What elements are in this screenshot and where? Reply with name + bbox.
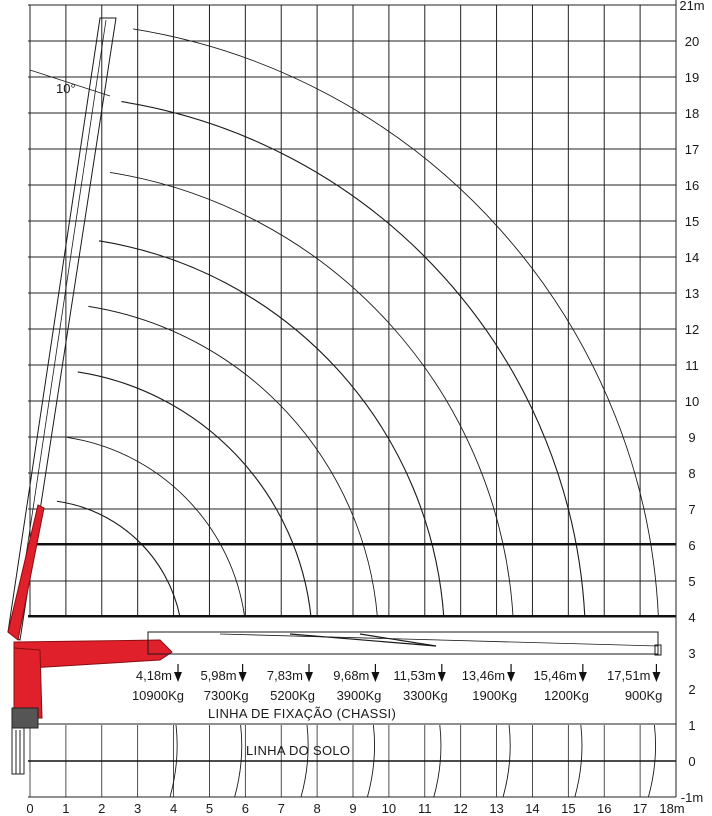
arrow-down-icon bbox=[578, 672, 587, 682]
ground-line-label: LINHA DO SOLO bbox=[246, 743, 350, 758]
angle-label: 10° bbox=[56, 81, 76, 96]
reach-arc bbox=[109, 172, 514, 618]
reach-arc bbox=[98, 240, 445, 618]
y-tick-label: -1m bbox=[681, 790, 703, 805]
boom-horizontal bbox=[13, 631, 662, 669]
reach-distance: 15,46m bbox=[533, 668, 576, 683]
y-tick-label: 18 bbox=[685, 106, 699, 121]
x-tick-label: 12 bbox=[453, 801, 467, 816]
reach-arcs bbox=[56, 28, 659, 798]
y-tick-label: 0 bbox=[688, 754, 695, 769]
reach-markers: 4,18m 10900Kg 5,98m 7300Kg 7,83m 5200Kg 9,68m 3… bbox=[132, 664, 662, 703]
y-tick-label: 1 bbox=[688, 718, 695, 733]
y-tick-label: 21m bbox=[679, 0, 704, 13]
reach-load: 10900Kg bbox=[132, 688, 184, 703]
fixation-line-label: LINHA DE FIXAÇÃO (CHASSI) bbox=[208, 706, 396, 721]
x-tick-label: 7 bbox=[278, 801, 285, 816]
reach-load: 900Kg bbox=[625, 688, 663, 703]
reach-load: 3900Kg bbox=[337, 688, 382, 703]
reach-load: 1900Kg bbox=[472, 688, 517, 703]
x-tick-label: 8 bbox=[313, 801, 320, 816]
reach-distance: 7,83m bbox=[267, 668, 303, 683]
reach-load: 1200Kg bbox=[544, 688, 589, 703]
reach-arc bbox=[133, 28, 659, 618]
reach-marker: 13,46m 1900Kg bbox=[462, 664, 517, 703]
y-tick-label: 8 bbox=[688, 466, 695, 481]
reach-marker: 11,53m 3300Kg bbox=[393, 664, 448, 703]
reach-arc bbox=[56, 500, 181, 618]
y-tick-label: 4 bbox=[688, 610, 695, 625]
reach-marker: 4,18m 10900Kg bbox=[132, 664, 184, 703]
y-tick-label: 12 bbox=[685, 322, 699, 337]
x-tick-label: 6 bbox=[242, 801, 249, 816]
y-tick-label: 7 bbox=[688, 502, 695, 517]
y-tick-label: 2 bbox=[688, 682, 695, 697]
reach-marker: 7,83m 5200Kg bbox=[267, 664, 315, 703]
crane-base bbox=[11, 647, 43, 775]
reach-load: 7300Kg bbox=[204, 688, 249, 703]
x-tick-label: 11 bbox=[418, 801, 432, 816]
y-tick-label: 16 bbox=[685, 178, 699, 193]
reach-arc bbox=[67, 437, 246, 618]
reach-distance: 9,68m bbox=[333, 668, 369, 683]
x-tick-label: 5 bbox=[206, 801, 213, 816]
y-tick-label: 20 bbox=[685, 34, 699, 49]
reach-distance: 11,53m bbox=[393, 668, 435, 683]
reach-arc bbox=[77, 371, 312, 618]
arrow-down-icon bbox=[305, 672, 314, 682]
lower-panel bbox=[28, 0, 677, 798]
y-tick-label: 13 bbox=[685, 286, 699, 301]
y-tick-label: 3 bbox=[688, 646, 695, 661]
y-tick-label: 14 bbox=[685, 250, 699, 265]
reach-marker: 5,98m 7300Kg bbox=[200, 664, 249, 703]
arrow-down-icon bbox=[507, 672, 516, 682]
reach-load: 5200Kg bbox=[270, 688, 315, 703]
x-tick-label: 18m bbox=[659, 801, 684, 816]
y-tick-label: 5 bbox=[688, 574, 695, 589]
reach-load: 3300Kg bbox=[403, 688, 448, 703]
reach-distance: 13,46m bbox=[462, 668, 505, 683]
y-tick-label: 19 bbox=[685, 70, 699, 85]
arrow-down-icon bbox=[174, 672, 183, 682]
x-tick-label: 14 bbox=[525, 801, 539, 816]
reference-lines bbox=[28, 543, 676, 762]
x-tick-label: 3 bbox=[134, 801, 141, 816]
reach-distance: 4,18m bbox=[136, 668, 172, 683]
x-tick-label: 15 bbox=[561, 801, 575, 816]
arrow-down-icon bbox=[371, 672, 380, 682]
reach-distance: 5,98m bbox=[200, 668, 236, 683]
y-tick-label: 6 bbox=[688, 538, 695, 553]
arrow-down-icon bbox=[238, 672, 247, 682]
reach-marker: 9,68m 3900Kg bbox=[333, 664, 381, 703]
y-tick-label: 17 bbox=[685, 142, 699, 157]
arrow-down-icon bbox=[437, 672, 446, 682]
x-tick-label: 13 bbox=[489, 801, 503, 816]
reach-arc bbox=[88, 305, 378, 618]
y-tick-label: 9 bbox=[688, 430, 695, 445]
x-tick-label: 0 bbox=[26, 801, 33, 816]
x-tick-label: 4 bbox=[170, 801, 177, 816]
x-tick-label: 9 bbox=[349, 801, 356, 816]
x-tick-label: 17 bbox=[633, 801, 647, 816]
grid-blank bbox=[31, 78, 65, 112]
y-tick-label: 10 bbox=[685, 394, 699, 409]
boom-vertical: 10° bbox=[7, 17, 117, 641]
y-tick-label: 15 bbox=[685, 214, 699, 229]
y-tick-label: 11 bbox=[685, 358, 699, 373]
x-tick-label: 16 bbox=[597, 801, 611, 816]
reach-distance: 17,51m bbox=[607, 668, 650, 683]
reach-arc bbox=[121, 101, 586, 618]
reach-marker: 17,51m 900Kg bbox=[607, 664, 662, 703]
x-tick-label: 2 bbox=[98, 801, 105, 816]
x-tick-label: 10 bbox=[382, 801, 396, 816]
reach-marker: 15,46m 1200Kg bbox=[533, 664, 589, 703]
x-tick-label: 1 bbox=[62, 801, 69, 816]
x-axis-ticks: 0 1 2 3 4 5 6 7 8 9 10 11 12 13 14 15 16 17 18m bbox=[26, 801, 684, 816]
grid-blank bbox=[31, 150, 65, 184]
arrow-down-icon bbox=[652, 672, 661, 682]
